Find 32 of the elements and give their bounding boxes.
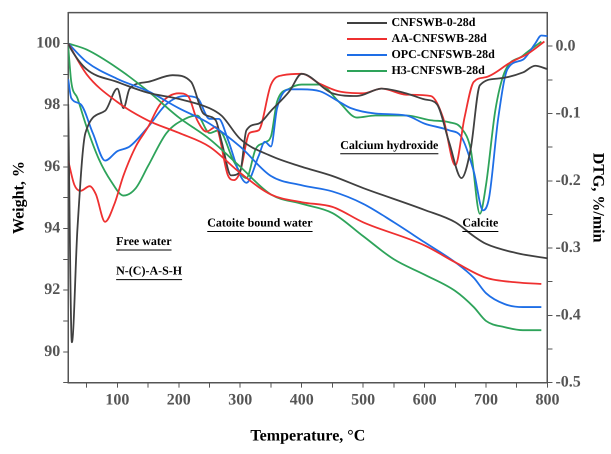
x-tick-label: 500	[351, 391, 376, 408]
annotation: Catoite bound water	[207, 216, 314, 230]
annotation: Free water	[116, 234, 172, 248]
legend-label: H3-CNFSWB-28d	[391, 63, 485, 78]
x-tick-label: 200	[166, 391, 191, 408]
annotation: Calcite	[462, 216, 500, 230]
x-tick-label: 100	[105, 391, 130, 408]
y2-axis-title: DTG, %/min	[589, 152, 606, 243]
y-tick-label: 92	[44, 281, 60, 298]
y-tick-label: 100	[36, 34, 60, 52]
x-tick-label: 300	[228, 391, 252, 408]
x-tick-label: 800	[535, 391, 560, 408]
y2-tick-label: -0.5	[555, 374, 581, 391]
y-tick-label: 98	[44, 96, 60, 114]
x-tick-label: 700	[474, 391, 498, 408]
y2-tick-label: 0.0	[555, 37, 576, 54]
y-axis-title: Weight, %	[10, 161, 28, 234]
annotation: Calcium hydroxide	[340, 138, 440, 152]
y2-tick-label: -0.2	[555, 172, 581, 189]
x-tick-label: 400	[290, 391, 314, 408]
y2-tick-label: -0.1	[555, 104, 581, 122]
y2-tick-label: -0.4	[555, 306, 581, 324]
y-tick-label: 90	[44, 342, 60, 360]
legend-label: OPC-CNFSWB-28d	[391, 47, 495, 62]
y2-tick-label: -0.3	[555, 239, 581, 256]
legend-label: CNFSWB-0-28d	[391, 15, 476, 30]
x-axis-title: Temperature, °C	[250, 428, 366, 445]
y-tick-label: 96	[44, 158, 60, 175]
x-tick-label: 600	[412, 391, 437, 408]
annotation: N-(C)-A-S-H	[116, 264, 183, 278]
legend-label: AA-CNFSWB-28d	[391, 31, 487, 46]
y-tick-label: 94	[44, 220, 60, 237]
